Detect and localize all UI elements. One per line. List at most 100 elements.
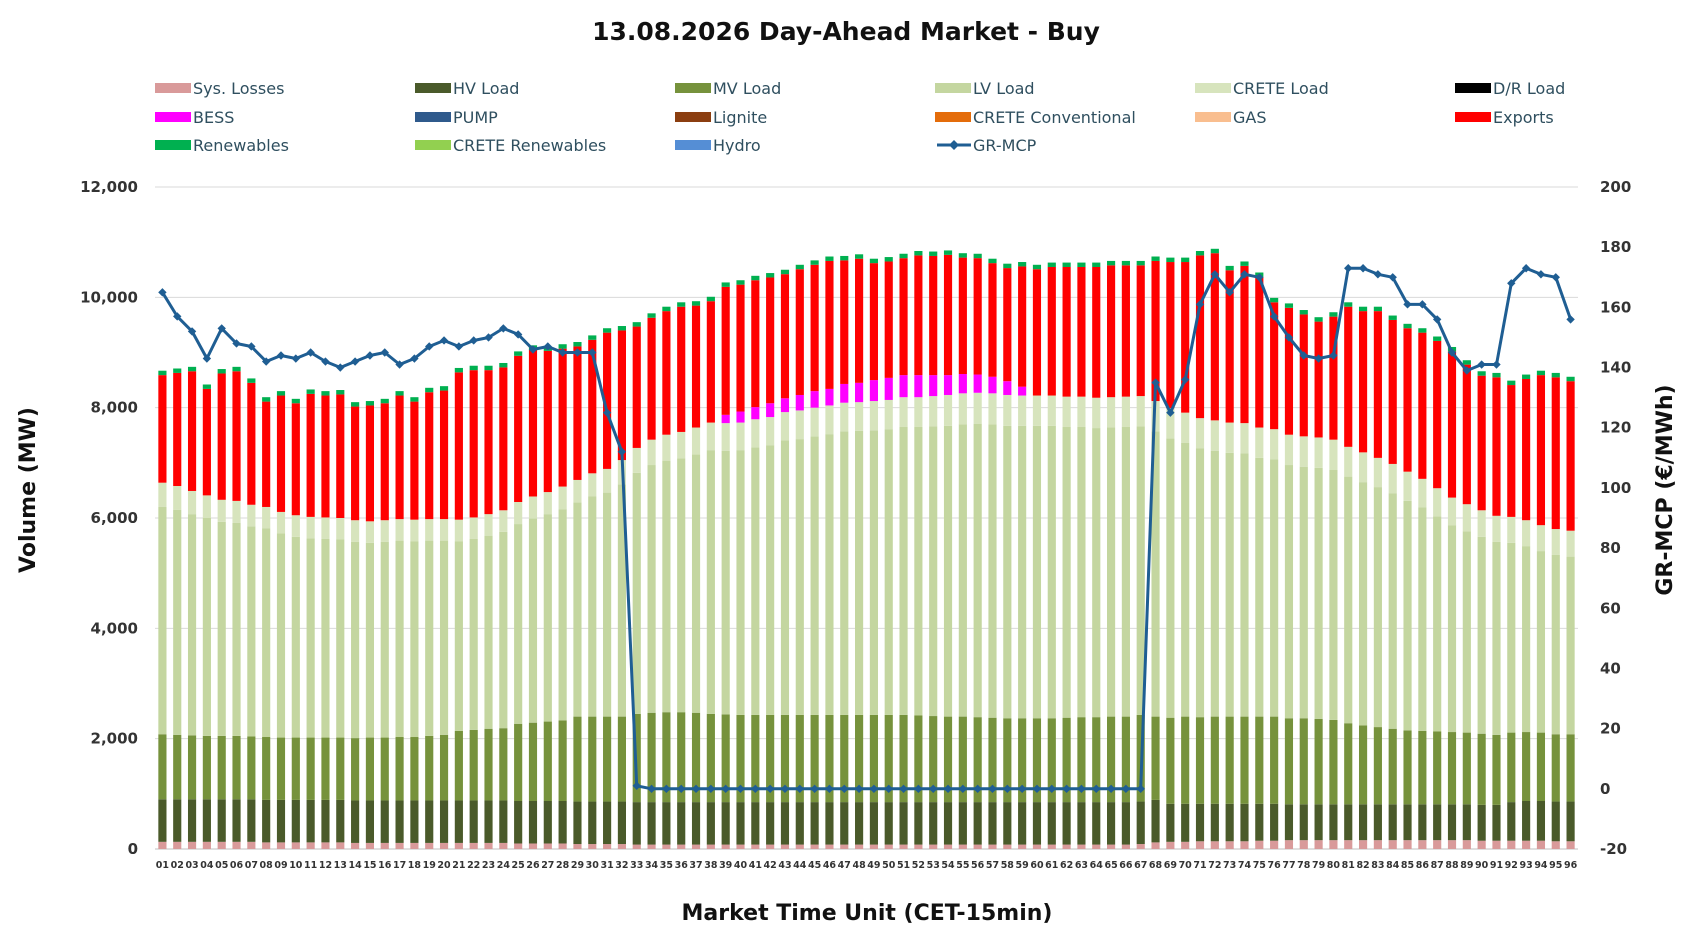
mcp-point: [1195, 300, 1205, 309]
mcp-point: [573, 348, 582, 357]
bar-sys-losses: [573, 844, 582, 849]
bar-crete-load: [247, 504, 256, 527]
mcp-point: [499, 324, 508, 333]
bar-exports: [958, 257, 967, 375]
bar-hv-load: [1151, 799, 1160, 843]
bar-hv-load: [751, 802, 760, 845]
x-tick-label: 52: [912, 860, 925, 871]
bar-hv-load: [1507, 802, 1516, 841]
bar-sys-losses: [825, 844, 834, 849]
bar-renewables: [795, 264, 804, 270]
bar-lv-load: [1388, 493, 1397, 729]
bar-bess: [855, 382, 864, 403]
mcp-point: [1166, 408, 1175, 417]
mcp-point: [1003, 784, 1012, 794]
bar-bess: [1003, 381, 1012, 395]
bar-exports: [499, 367, 508, 511]
legend-label: CRETE Conventional: [973, 108, 1136, 127]
bar-lv-load: [262, 528, 271, 738]
bar-hv-load: [1047, 802, 1056, 845]
bar-lv-load: [736, 450, 745, 715]
bar-sys-losses: [1477, 840, 1486, 849]
bar-sys-losses: [840, 844, 849, 849]
x-tick-label: 41: [749, 860, 762, 871]
bar-crete-load: [1388, 463, 1397, 494]
bar-sys-losses: [439, 842, 449, 849]
bar-hv-load: [454, 800, 463, 843]
bar-crete-load: [1284, 434, 1294, 466]
legend-swatch: [415, 112, 451, 122]
bar-lv-load: [573, 502, 582, 717]
bar-hv-load: [380, 800, 389, 843]
bar-exports: [617, 330, 626, 461]
bar-renewables: [1225, 265, 1234, 271]
bar-lv-load: [1107, 427, 1116, 717]
mcp-point: [736, 784, 745, 794]
mcp-point: [929, 784, 938, 794]
bar-exports: [573, 346, 582, 480]
bar-renewables: [988, 258, 997, 264]
x-tick-label: 46: [823, 860, 837, 871]
bar-exports: [973, 258, 982, 375]
legend-item-sys-losses: Sys. Losses: [155, 79, 284, 98]
bar-crete-load: [840, 402, 849, 432]
bar-exports: [1373, 311, 1382, 458]
mcp-point: [899, 784, 908, 794]
bar-crete-load: [766, 417, 775, 446]
bar-lv-load: [1329, 470, 1338, 720]
x-tick-label: 21: [452, 860, 465, 871]
x-tick-label: 08: [260, 860, 274, 871]
x-tick-label: 61: [1045, 860, 1058, 871]
mcp-line-path: [161, 266, 1573, 791]
bar-exports: [1062, 266, 1071, 397]
bar-mv-load: [351, 738, 360, 801]
bar-renewables: [1151, 256, 1160, 261]
bar-crete-load: [484, 514, 493, 536]
bar-crete-load: [1166, 408, 1175, 439]
x-tick-label: 16: [378, 860, 392, 871]
bar-hv-load: [1136, 801, 1145, 845]
bar-bess: [721, 414, 730, 424]
mcp-point: [202, 354, 212, 363]
bar-mv-load: [365, 737, 375, 801]
bar-crete-load: [1270, 429, 1279, 460]
bar-sys-losses: [1403, 840, 1412, 849]
bar-sys-losses: [899, 844, 908, 849]
x-tick-label: 45: [808, 860, 821, 871]
bar-sys-losses: [647, 844, 656, 849]
bar-exports: [988, 263, 997, 377]
bar-renewables: [632, 322, 641, 327]
bar-hv-load: [884, 802, 893, 845]
bar-sys-losses: [855, 844, 864, 849]
bar-crete-load: [1195, 418, 1205, 449]
mcp-point: [825, 784, 834, 794]
bar-crete-load: [1536, 525, 1546, 552]
mcp-point: [647, 784, 656, 794]
legend-swatch: [675, 83, 711, 93]
bar-mv-load: [1240, 716, 1249, 804]
bar-renewables: [1077, 262, 1086, 267]
bar-hv-load: [158, 799, 167, 842]
x-tick-label: 89: [1460, 860, 1473, 871]
bar-lv-load: [1062, 426, 1071, 718]
bar-mv-load: [1210, 716, 1219, 804]
x-axis: 01 02 03 04 05 06 07 08 09 10 11 12 13 14 15 16 17 18 19 20…: [156, 860, 1578, 871]
x-tick-label: 71: [1193, 860, 1206, 871]
mcp-point: [1314, 354, 1323, 363]
bar-crete-load: [454, 519, 463, 542]
bar-mv-load: [1403, 730, 1412, 805]
bar-hv-load: [276, 799, 286, 843]
bar-sys-losses: [276, 842, 286, 849]
bar-lv-load: [1092, 428, 1101, 718]
bar-lv-load: [958, 424, 967, 717]
bar-sys-losses: [158, 841, 167, 849]
legend-label: D/R Load: [1493, 79, 1565, 98]
legend-label: CRETE Load: [1233, 79, 1329, 98]
bar-renewables: [677, 302, 686, 307]
legend-label: Exports: [1493, 108, 1554, 127]
bar-renewables: [1107, 260, 1116, 266]
bar-mv-load: [1299, 718, 1308, 805]
bar-crete-load: [514, 502, 523, 525]
bar-crete-load: [365, 521, 375, 543]
bar-renewables: [1373, 306, 1382, 312]
